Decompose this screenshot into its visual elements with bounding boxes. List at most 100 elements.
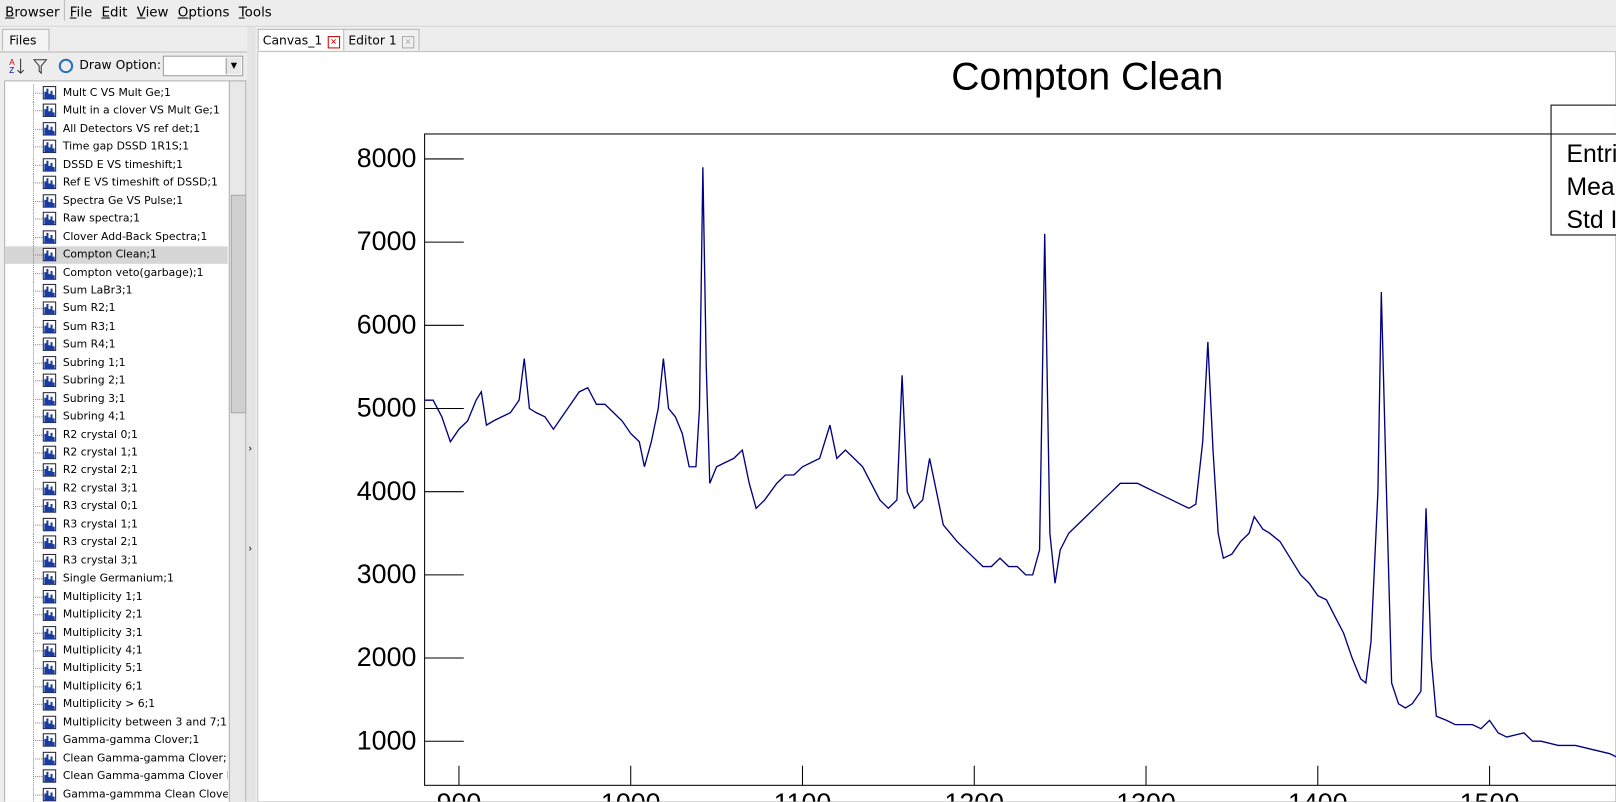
tab[interactable]: Canvas_1 ✕ — [257, 28, 345, 51]
tab-label: Editor 1 — [348, 32, 397, 48]
tree-item-label: R3 crystal 0;1 — [62, 500, 138, 513]
scrollbar[interactable] — [228, 80, 247, 802]
tree-item-label: Multiplicity between 3 and 7;1 — [62, 716, 228, 729]
menu-item[interactable]: File — [69, 5, 93, 21]
tab[interactable]: Editor 1 ✕ — [343, 28, 420, 51]
tree-item-label: Single Germanium;1 — [62, 572, 174, 585]
menu-item[interactable]: Options — [177, 5, 230, 21]
menu-item[interactable]: Browser — [0, 0, 65, 21]
tree-item[interactable]: R3 crystal 3;1 — [5, 552, 228, 570]
tree-item-label: Gamma-gammma Clean Clover V — [62, 787, 228, 801]
stats-box — [1550, 104, 1616, 236]
tree-item[interactable]: R2 crystal 0;1 — [5, 426, 228, 444]
x-tick-label: 1500 — [1460, 788, 1520, 802]
tree-item-label: Sum LaBr3;1 — [62, 284, 133, 297]
tree-item[interactable]: Multiplicity 4;1 — [5, 641, 228, 660]
tree-item[interactable]: Ref E VS timeshift of DSSD;1 — [5, 174, 228, 192]
tree-item[interactable]: Spectra Ge VS Pulse;1 — [5, 192, 228, 210]
x-tick-label: 1000 — [601, 788, 661, 802]
files-tab[interactable]: Files — [2, 28, 50, 51]
tree-item[interactable]: DSSD E VS timeshift;1 — [5, 156, 228, 174]
tree-item[interactable]: Multiplicity 5;1 — [5, 659, 228, 678]
tree-item[interactable]: All Detectors VS ref det;1 — [5, 120, 228, 138]
tree-item[interactable]: Multiplicity 3;1 — [5, 624, 228, 642]
tree-item[interactable]: R3 crystal 1;1 — [5, 516, 228, 534]
plot-frame — [424, 133, 1616, 786]
y-tick-label: 6000 — [357, 309, 417, 339]
tree-item[interactable]: Gamma-gammma Clean Clover V — [5, 785, 228, 802]
tree-item-label: Subring 2;1 — [62, 374, 126, 387]
tab-close[interactable]: ✕ — [401, 36, 415, 49]
tree-item-label: Subring 3;1 — [62, 392, 126, 405]
tree-item[interactable]: Sum R4;1 — [5, 336, 228, 354]
tree-item[interactable]: R2 crystal 3;1 — [5, 480, 228, 498]
tree-item[interactable]: Multiplicity between 3 and 7;1 — [5, 713, 228, 732]
x-tick-label: 1200 — [944, 788, 1004, 802]
draw-option-combo[interactable]: ▼ — [162, 55, 244, 77]
tree-item[interactable]: Multiplicity 1;1 — [5, 588, 228, 606]
tree-item[interactable]: Mult C VS Mult Ge;1 — [5, 84, 228, 103]
tree-item[interactable]: Sum LaBr3;1 — [5, 282, 228, 300]
tree-item[interactable]: Single Germanium;1 — [5, 570, 228, 588]
tree-item[interactable]: Compton Clean;1 — [5, 246, 228, 264]
menu-item[interactable]: View — [136, 5, 169, 21]
tree-item[interactable]: Clover Add-Back Spectra;1 — [5, 228, 228, 246]
tree-item[interactable]: R2 crystal 1;1 — [5, 444, 228, 462]
tree-item-label: Multiplicity 5;1 — [62, 662, 143, 675]
tree-item-label: Time gap DSSD 1R1S;1 — [62, 140, 190, 153]
tree-item[interactable]: R2 crystal 2;1 — [5, 462, 228, 480]
tree-item[interactable]: Time gap DSSD 1R1S;1 — [5, 138, 228, 156]
tree-item-label: Multiplicity 1;1 — [62, 590, 143, 603]
tree-item-label: Sum R4;1 — [62, 338, 116, 351]
tree-item[interactable]: Multiplicity 6;1 — [5, 677, 228, 696]
y-tick-label: 2000 — [357, 642, 417, 672]
stats-label: Mea — [1567, 174, 1615, 201]
x-tick-label: 1400 — [1288, 788, 1348, 802]
x-tick-label: 1100 — [774, 788, 832, 802]
tree-item[interactable]: Clean Gamma-gamma Clover Mu — [5, 767, 228, 786]
chart-title: Compton Clean — [951, 56, 1223, 99]
toolbar-icons[interactable]: AZ — [8, 57, 76, 76]
tree-item-label: Multiplicity 4;1 — [62, 644, 143, 657]
tree-item[interactable]: R3 crystal 2;1 — [5, 534, 228, 552]
tree-item-label: R3 crystal 2;1 — [62, 536, 138, 549]
tree-item-label: Subring 4;1 — [62, 410, 126, 423]
tree-item-label: DSSD E VS timeshift;1 — [62, 158, 184, 171]
tree-item-label: Compton veto(garbage);1 — [62, 266, 204, 279]
tree-item[interactable]: Subring 4;1 — [5, 408, 228, 426]
tree-item-label: R2 crystal 3;1 — [62, 482, 138, 495]
svg-text:A: A — [9, 58, 15, 67]
tree-item-label: Sum R3;1 — [62, 320, 116, 333]
tree-item-label: Sum R2;1 — [62, 302, 116, 315]
menu-item[interactable]: Tools — [238, 5, 272, 21]
tree-item[interactable]: Raw spectra;1 — [5, 210, 228, 228]
tree-item-label: R3 crystal 3;1 — [62, 554, 138, 567]
tree-item-label: Multiplicity 6;1 — [62, 680, 143, 693]
tree-item[interactable]: Sum R3;1 — [5, 318, 228, 336]
splitter[interactable]: › › — [247, 26, 256, 802]
tree-item[interactable]: Gamma-gamma Clover;1 — [5, 731, 228, 750]
tree-item[interactable]: R3 crystal 0;1 — [5, 498, 228, 516]
tab-close[interactable]: ✕ — [327, 36, 340, 49]
tree-item-label: Mult in a clover VS Mult Ge;1 — [62, 104, 220, 117]
tree-item-label: Multiplicity 3;1 — [62, 626, 143, 639]
tree-item-label: Compton Clean;1 — [62, 248, 157, 261]
tree-item[interactable]: Subring 1;1 — [5, 354, 228, 372]
tree-item-label: Clover Add-Back Spectra;1 — [62, 230, 208, 243]
menu-item[interactable]: Edit — [101, 5, 128, 21]
tree-item[interactable]: Multiplicity 2;1 — [5, 606, 228, 624]
tree-item[interactable]: Mult in a clover VS Mult Ge;1 — [5, 102, 228, 121]
y-tick-label: 8000 — [357, 143, 417, 173]
tree-item[interactable]: Multiplicity > 6;1 — [5, 695, 228, 714]
file-tree: Mult C VS Mult Ge;1 Mult in a clover VS M… — [4, 80, 231, 802]
canvas: Compton Clean 1000 2000 3000 4000 5000 6000 70… — [257, 51, 1616, 802]
tree-item[interactable]: Sum R2;1 — [5, 300, 228, 318]
tree-item[interactable]: Clean Gamma-gamma Clover;1 — [5, 749, 228, 768]
tree-item[interactable]: Subring 2;1 — [5, 372, 228, 390]
tree-item[interactable]: Compton veto(garbage);1 — [5, 264, 228, 282]
tree-item[interactable]: Subring 3;1 — [5, 390, 228, 408]
y-tick-label: 7000 — [357, 226, 417, 256]
